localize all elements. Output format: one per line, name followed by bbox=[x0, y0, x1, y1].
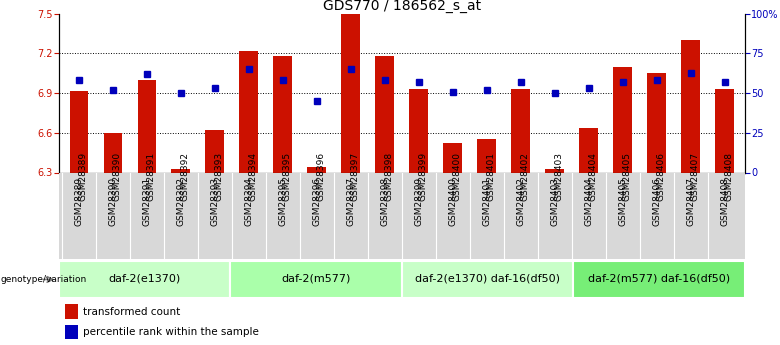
Text: GSM28400: GSM28400 bbox=[448, 177, 457, 226]
Text: daf-2(e1370): daf-2(e1370) bbox=[108, 274, 180, 284]
Text: GSM28393: GSM28393 bbox=[211, 177, 219, 226]
Text: GSM28408: GSM28408 bbox=[720, 177, 729, 226]
Bar bbox=[545, 168, 564, 172]
Bar bbox=[681, 40, 700, 172]
Text: daf-2(m577): daf-2(m577) bbox=[282, 274, 350, 284]
Bar bbox=[58, 261, 230, 298]
Text: GSM28406: GSM28406 bbox=[657, 152, 665, 201]
Text: GSM28394: GSM28394 bbox=[244, 177, 254, 226]
Bar bbox=[274, 56, 292, 172]
Text: GSM28399: GSM28399 bbox=[414, 177, 424, 226]
Text: GSM28394: GSM28394 bbox=[249, 152, 257, 201]
Text: GSM28406: GSM28406 bbox=[652, 177, 661, 226]
Text: GSM28392: GSM28392 bbox=[181, 152, 190, 201]
Text: GSM28401: GSM28401 bbox=[487, 152, 495, 201]
Text: percentile rank within the sample: percentile rank within the sample bbox=[83, 327, 258, 337]
Text: GSM28390: GSM28390 bbox=[108, 177, 117, 226]
Bar bbox=[410, 89, 428, 172]
Text: GSM28399: GSM28399 bbox=[419, 152, 427, 201]
Bar bbox=[230, 261, 402, 298]
Text: GSM28389: GSM28389 bbox=[74, 177, 83, 226]
Text: GSM28402: GSM28402 bbox=[520, 152, 530, 201]
Text: GSM28401: GSM28401 bbox=[482, 177, 491, 226]
Bar bbox=[613, 67, 632, 172]
Bar bbox=[172, 168, 190, 172]
Bar bbox=[137, 80, 156, 172]
Bar bbox=[69, 90, 88, 172]
Bar bbox=[715, 89, 734, 172]
Bar bbox=[375, 56, 394, 172]
Bar bbox=[104, 133, 122, 172]
Text: GSM28396: GSM28396 bbox=[317, 152, 326, 201]
Text: genotype/variation: genotype/variation bbox=[1, 275, 87, 284]
Bar bbox=[580, 128, 598, 172]
Text: GSM28407: GSM28407 bbox=[690, 152, 700, 201]
Text: GSM28389: GSM28389 bbox=[79, 152, 88, 201]
Bar bbox=[66, 304, 78, 319]
Text: GSM28404: GSM28404 bbox=[584, 177, 593, 226]
Text: GSM28392: GSM28392 bbox=[176, 177, 186, 226]
Bar bbox=[342, 14, 360, 173]
Text: GSM28404: GSM28404 bbox=[589, 152, 597, 201]
Text: GSM28396: GSM28396 bbox=[312, 177, 321, 226]
Text: GSM28395: GSM28395 bbox=[283, 152, 292, 201]
Text: GSM28403: GSM28403 bbox=[555, 152, 564, 201]
Text: daf-2(e1370) daf-16(df50): daf-2(e1370) daf-16(df50) bbox=[415, 274, 560, 284]
Bar bbox=[66, 325, 78, 339]
Text: GSM28405: GSM28405 bbox=[618, 177, 627, 226]
Bar bbox=[239, 51, 258, 172]
Text: GSM28397: GSM28397 bbox=[346, 177, 355, 226]
Bar bbox=[402, 261, 573, 298]
Text: GSM28398: GSM28398 bbox=[380, 177, 389, 226]
Text: GSM28391: GSM28391 bbox=[142, 177, 151, 226]
Text: GSM28398: GSM28398 bbox=[385, 152, 394, 201]
Text: GSM28402: GSM28402 bbox=[516, 177, 525, 226]
Bar bbox=[443, 144, 462, 172]
Text: daf-2(m577) daf-16(df50): daf-2(m577) daf-16(df50) bbox=[588, 274, 730, 284]
Text: GSM28395: GSM28395 bbox=[278, 177, 287, 226]
Text: GSM28390: GSM28390 bbox=[113, 152, 122, 201]
Bar bbox=[477, 139, 496, 172]
Text: GSM28397: GSM28397 bbox=[351, 152, 360, 201]
Text: GSM28405: GSM28405 bbox=[622, 152, 632, 201]
Bar bbox=[307, 167, 326, 172]
Bar bbox=[511, 89, 530, 172]
Bar bbox=[573, 261, 745, 298]
Text: GSM28391: GSM28391 bbox=[147, 152, 156, 201]
Bar bbox=[647, 73, 666, 172]
Text: GSM28403: GSM28403 bbox=[550, 177, 559, 226]
Text: GSM28393: GSM28393 bbox=[215, 152, 224, 201]
Title: GDS770 / 186562_s_at: GDS770 / 186562_s_at bbox=[323, 0, 480, 13]
Text: transformed count: transformed count bbox=[83, 307, 179, 317]
Bar bbox=[205, 130, 224, 172]
Text: GSM28407: GSM28407 bbox=[686, 177, 695, 226]
Text: GSM28408: GSM28408 bbox=[725, 152, 733, 201]
Text: GSM28400: GSM28400 bbox=[452, 152, 462, 201]
